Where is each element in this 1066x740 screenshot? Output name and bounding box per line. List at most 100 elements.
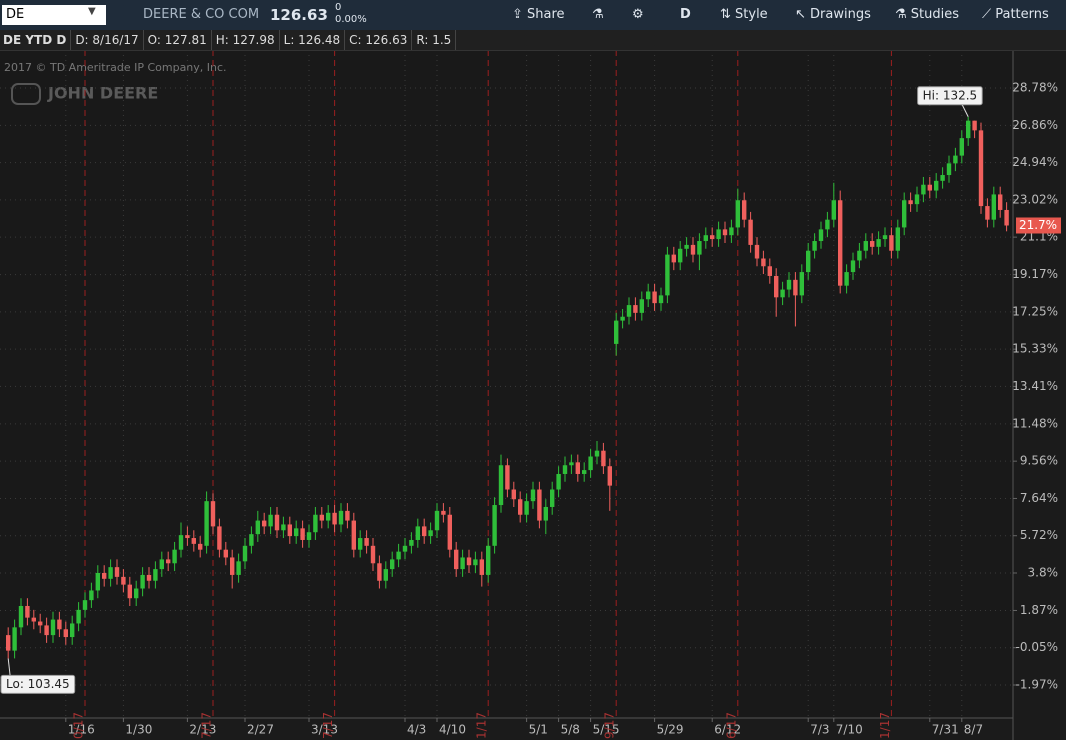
candle-body xyxy=(210,501,216,527)
candle-body xyxy=(729,227,734,236)
expiration-label: 4/21/17 xyxy=(475,712,489,740)
candle-body xyxy=(236,561,241,575)
candle-body xyxy=(18,605,24,628)
candle-body xyxy=(409,539,414,546)
annotation-box xyxy=(0,674,76,694)
candle-body xyxy=(153,569,158,581)
candle-body xyxy=(166,559,171,564)
candle-body xyxy=(959,138,964,156)
candle-body xyxy=(780,289,785,298)
candle-body xyxy=(12,627,17,651)
info-item: DE YTD D xyxy=(3,33,67,47)
candle-body xyxy=(242,545,248,562)
patterns-button[interactable]: ⟋ Patterns xyxy=(982,7,1049,22)
candle-body xyxy=(543,506,548,521)
candle-body xyxy=(518,499,523,515)
patterns: Patterns xyxy=(995,7,1049,22)
candle-body xyxy=(978,130,984,207)
candle-body xyxy=(639,299,644,313)
candle-body xyxy=(831,200,836,220)
candle-body xyxy=(946,163,952,176)
last-price-label: 21.7% xyxy=(1019,218,1057,232)
info-item: O: 127.81 xyxy=(147,33,207,47)
dropdown-arrow[interactable]: ▼ xyxy=(88,6,96,17)
candle-body xyxy=(191,538,196,544)
x-tick-label: 4/3 xyxy=(407,723,426,737)
flask-button[interactable]: ⚗ xyxy=(592,7,604,22)
candle-body xyxy=(703,235,708,242)
info-item: H: 127.98 xyxy=(215,33,275,47)
settings-button[interactable]: ⚙ xyxy=(632,7,644,22)
candle-body xyxy=(185,535,190,539)
candle-body xyxy=(934,180,939,191)
candle-body xyxy=(774,275,779,298)
candle-body xyxy=(793,279,798,296)
candle-body xyxy=(767,266,772,276)
change: 0 xyxy=(335,2,342,13)
candle-body xyxy=(953,155,958,164)
y-tick-label: 15.33% xyxy=(1012,342,1058,356)
candle-body xyxy=(748,219,753,245)
candle-body xyxy=(102,572,107,579)
divider xyxy=(278,30,280,50)
candle-body xyxy=(76,609,81,624)
candle-body xyxy=(70,623,75,638)
period-button[interactable]: D xyxy=(680,7,691,22)
x-tick-label: 7/31 xyxy=(932,723,959,737)
candle-body xyxy=(492,505,497,546)
candle-body xyxy=(140,574,145,589)
x-tick-label: 5/1 xyxy=(529,723,548,737)
studies: Studies xyxy=(910,7,960,22)
candle-body xyxy=(633,305,638,313)
y-tick-label: -0.05% xyxy=(1016,640,1058,654)
info-item: R: 1.5 xyxy=(416,33,452,47)
divider xyxy=(210,30,212,50)
candle-body xyxy=(434,510,440,531)
candle-body xyxy=(108,567,113,579)
y-tick-label: 17.25% xyxy=(1012,304,1058,318)
candle-body xyxy=(415,526,420,540)
candle-body xyxy=(274,514,280,531)
y-tick-label: 26.86% xyxy=(1012,118,1058,132)
toolbar: DE ▼ DEERE & CO COM 126.63 0 0.00% ⇪ Sha… xyxy=(0,0,1066,30)
expiration-label: 2/17/17 xyxy=(200,712,214,740)
annotation-label: Hi: 132.5 xyxy=(923,88,978,102)
candle-body xyxy=(262,520,267,527)
candle-body xyxy=(6,635,11,651)
candle-body xyxy=(255,520,260,535)
candle-body xyxy=(838,200,843,286)
candle-body xyxy=(402,545,408,552)
candle-body xyxy=(754,244,760,259)
candle-body xyxy=(889,235,894,251)
candle-body xyxy=(217,526,222,550)
candle-body xyxy=(914,194,920,205)
candle-body xyxy=(95,572,100,591)
candle-body xyxy=(857,250,862,261)
candle-body xyxy=(127,584,132,599)
share-button[interactable]: ⇪ Share xyxy=(512,7,565,22)
y-tick-label: 9.56% xyxy=(1020,454,1058,468)
style-button[interactable]: ⇅ Style xyxy=(720,7,768,22)
candle-body xyxy=(594,450,600,457)
candle-body xyxy=(678,248,683,263)
drawings-button[interactable]: ↖ Drawings xyxy=(795,7,871,22)
symbol-input[interactable]: DE xyxy=(2,5,106,25)
candle-body xyxy=(921,184,926,195)
candle-body xyxy=(607,466,612,486)
candle-body xyxy=(985,206,990,220)
studies-button[interactable]: ⚗ Studies xyxy=(895,7,960,22)
candle-body xyxy=(281,524,286,531)
candle-body xyxy=(370,545,376,564)
candle-body xyxy=(658,295,664,304)
candle-body xyxy=(460,557,465,570)
candle-body xyxy=(505,465,510,490)
y-tick-label: 13.41% xyxy=(1012,379,1058,393)
candle-body xyxy=(876,239,881,247)
candle-body xyxy=(646,291,651,300)
candle-body xyxy=(338,510,344,525)
y-tick-label: 24.94% xyxy=(1012,155,1058,169)
candle-body xyxy=(511,489,516,500)
candle-body xyxy=(345,510,350,521)
candle-body xyxy=(447,514,452,550)
candle-body xyxy=(198,543,203,550)
